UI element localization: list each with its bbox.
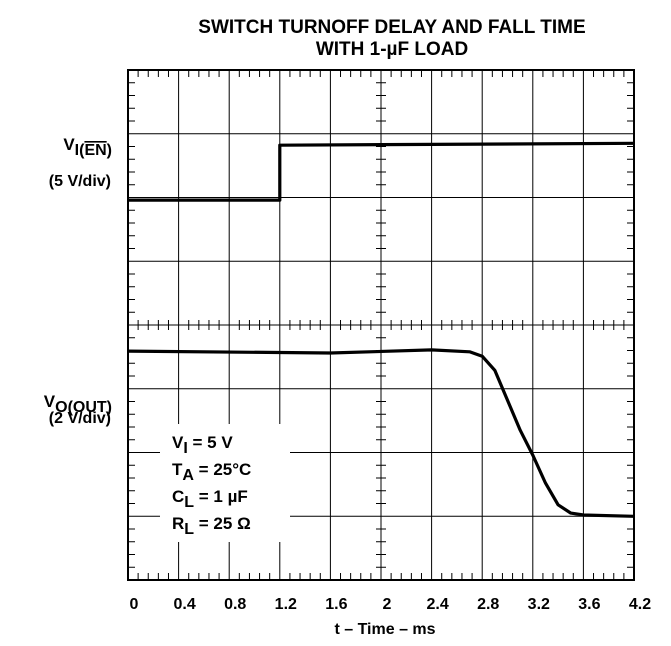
chart-title: SWITCH TURNOFF DELAY AND FALL TIME xyxy=(198,17,585,38)
x-tick-label: 0.4 xyxy=(173,596,195,613)
x-tick-label: 1.6 xyxy=(325,596,347,613)
annotation-sub: A xyxy=(182,467,194,484)
x-tick-label: 1.2 xyxy=(275,596,297,613)
label-main: V xyxy=(44,392,56,411)
x-tick-label: 3.6 xyxy=(578,596,600,613)
x-tick-label: 2.4 xyxy=(426,596,448,613)
annotation-rest: = 25 Ω xyxy=(194,514,251,533)
trace xyxy=(127,348,635,518)
annotation: VI = 5 V xyxy=(172,433,233,457)
label-sub: ) xyxy=(107,142,112,159)
label-main: V xyxy=(63,135,75,154)
annotation-main: V xyxy=(172,433,184,452)
x-tick-label: 4.2 xyxy=(629,596,651,613)
y-axis-scale: (2 V/div) xyxy=(49,410,111,427)
annotation-main: C xyxy=(172,487,184,506)
annotation-sub: I xyxy=(183,440,187,457)
y-axis-label: VO(OUT) xyxy=(44,392,112,416)
x-axis-label: t – Time – ms xyxy=(334,621,435,638)
y-axis-label: VI(EN) xyxy=(63,135,112,159)
annotation-rest: = 5 V xyxy=(188,433,234,452)
x-tick-label: 3.2 xyxy=(528,596,550,613)
x-tick-label: 0.8 xyxy=(224,596,246,613)
annotation-main: T xyxy=(172,460,183,479)
annotation: RL = 25 Ω xyxy=(172,514,251,538)
label-sub: O(OUT) xyxy=(55,399,112,416)
chart-title: WITH 1-µF LOAD xyxy=(316,39,468,60)
annotation-box xyxy=(160,424,290,542)
trace xyxy=(128,141,635,202)
annotation-rest: = 1 µF xyxy=(194,487,248,506)
annotation-main: R xyxy=(172,514,184,533)
x-tick-label: 0 xyxy=(130,596,139,613)
y-axis-scale: (5 V/div) xyxy=(49,173,111,190)
x-tick-label: 2.8 xyxy=(477,596,499,613)
annotation: TA = 25°C xyxy=(172,460,251,484)
annotation-rest: = 25°C xyxy=(194,460,251,479)
x-tick-label: 2 xyxy=(383,596,392,613)
annotation: CL = 1 µF xyxy=(172,487,248,511)
annotation-sub: L xyxy=(184,521,194,538)
label-sub: I( xyxy=(75,142,85,159)
label-sub: EN xyxy=(84,142,106,159)
plot-frame xyxy=(127,69,635,581)
annotation-sub: L xyxy=(184,494,194,511)
